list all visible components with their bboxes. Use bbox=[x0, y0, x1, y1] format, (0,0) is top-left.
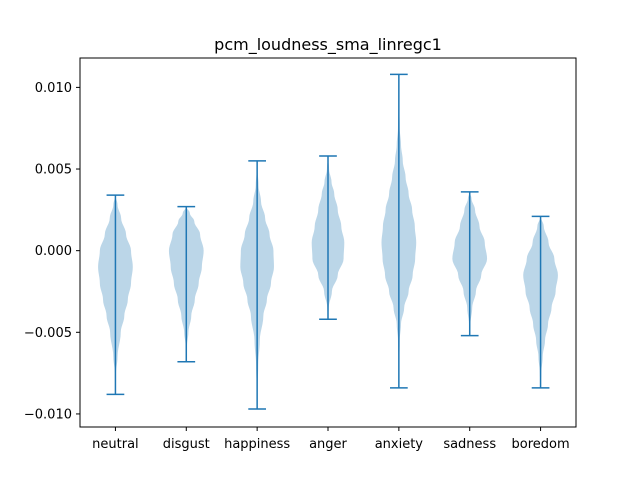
x-tick-label-disgust: disgust bbox=[163, 437, 210, 452]
violin-sadness bbox=[452, 191, 488, 337]
x-tick-label-sadness: sadness bbox=[443, 437, 496, 452]
x-tick-label-boredom: boredom bbox=[512, 437, 570, 452]
y-tick-label-4: −0.010 bbox=[24, 407, 72, 422]
plot-frame bbox=[79, 57, 577, 428]
x-tick-label-happiness: happiness bbox=[224, 437, 290, 452]
y-tick-label-3: −0.005 bbox=[24, 326, 72, 341]
y-tick-label-1: 0.005 bbox=[35, 163, 72, 178]
violin-disgust bbox=[168, 205, 204, 363]
x-tick-label-neutral: neutral bbox=[92, 437, 139, 452]
violin-neutral bbox=[98, 194, 133, 396]
violin-anxiety bbox=[381, 73, 417, 389]
violin-boredom bbox=[523, 215, 558, 389]
violins-layer bbox=[98, 73, 558, 410]
violin-happiness bbox=[240, 160, 274, 410]
y-tick-label-0: 0.010 bbox=[35, 81, 72, 96]
chart-title: pcm_loudness_sma_linregc1 bbox=[214, 35, 442, 55]
x-tick-label-anxiety: anxiety bbox=[375, 437, 424, 452]
violin-anger bbox=[311, 155, 345, 320]
y-tick-label-2: 0.000 bbox=[35, 244, 72, 259]
x-tick-label-anger: anger bbox=[309, 437, 347, 452]
axes-layer: neutral disgust happiness anger anxiety sadne… bbox=[24, 81, 570, 452]
